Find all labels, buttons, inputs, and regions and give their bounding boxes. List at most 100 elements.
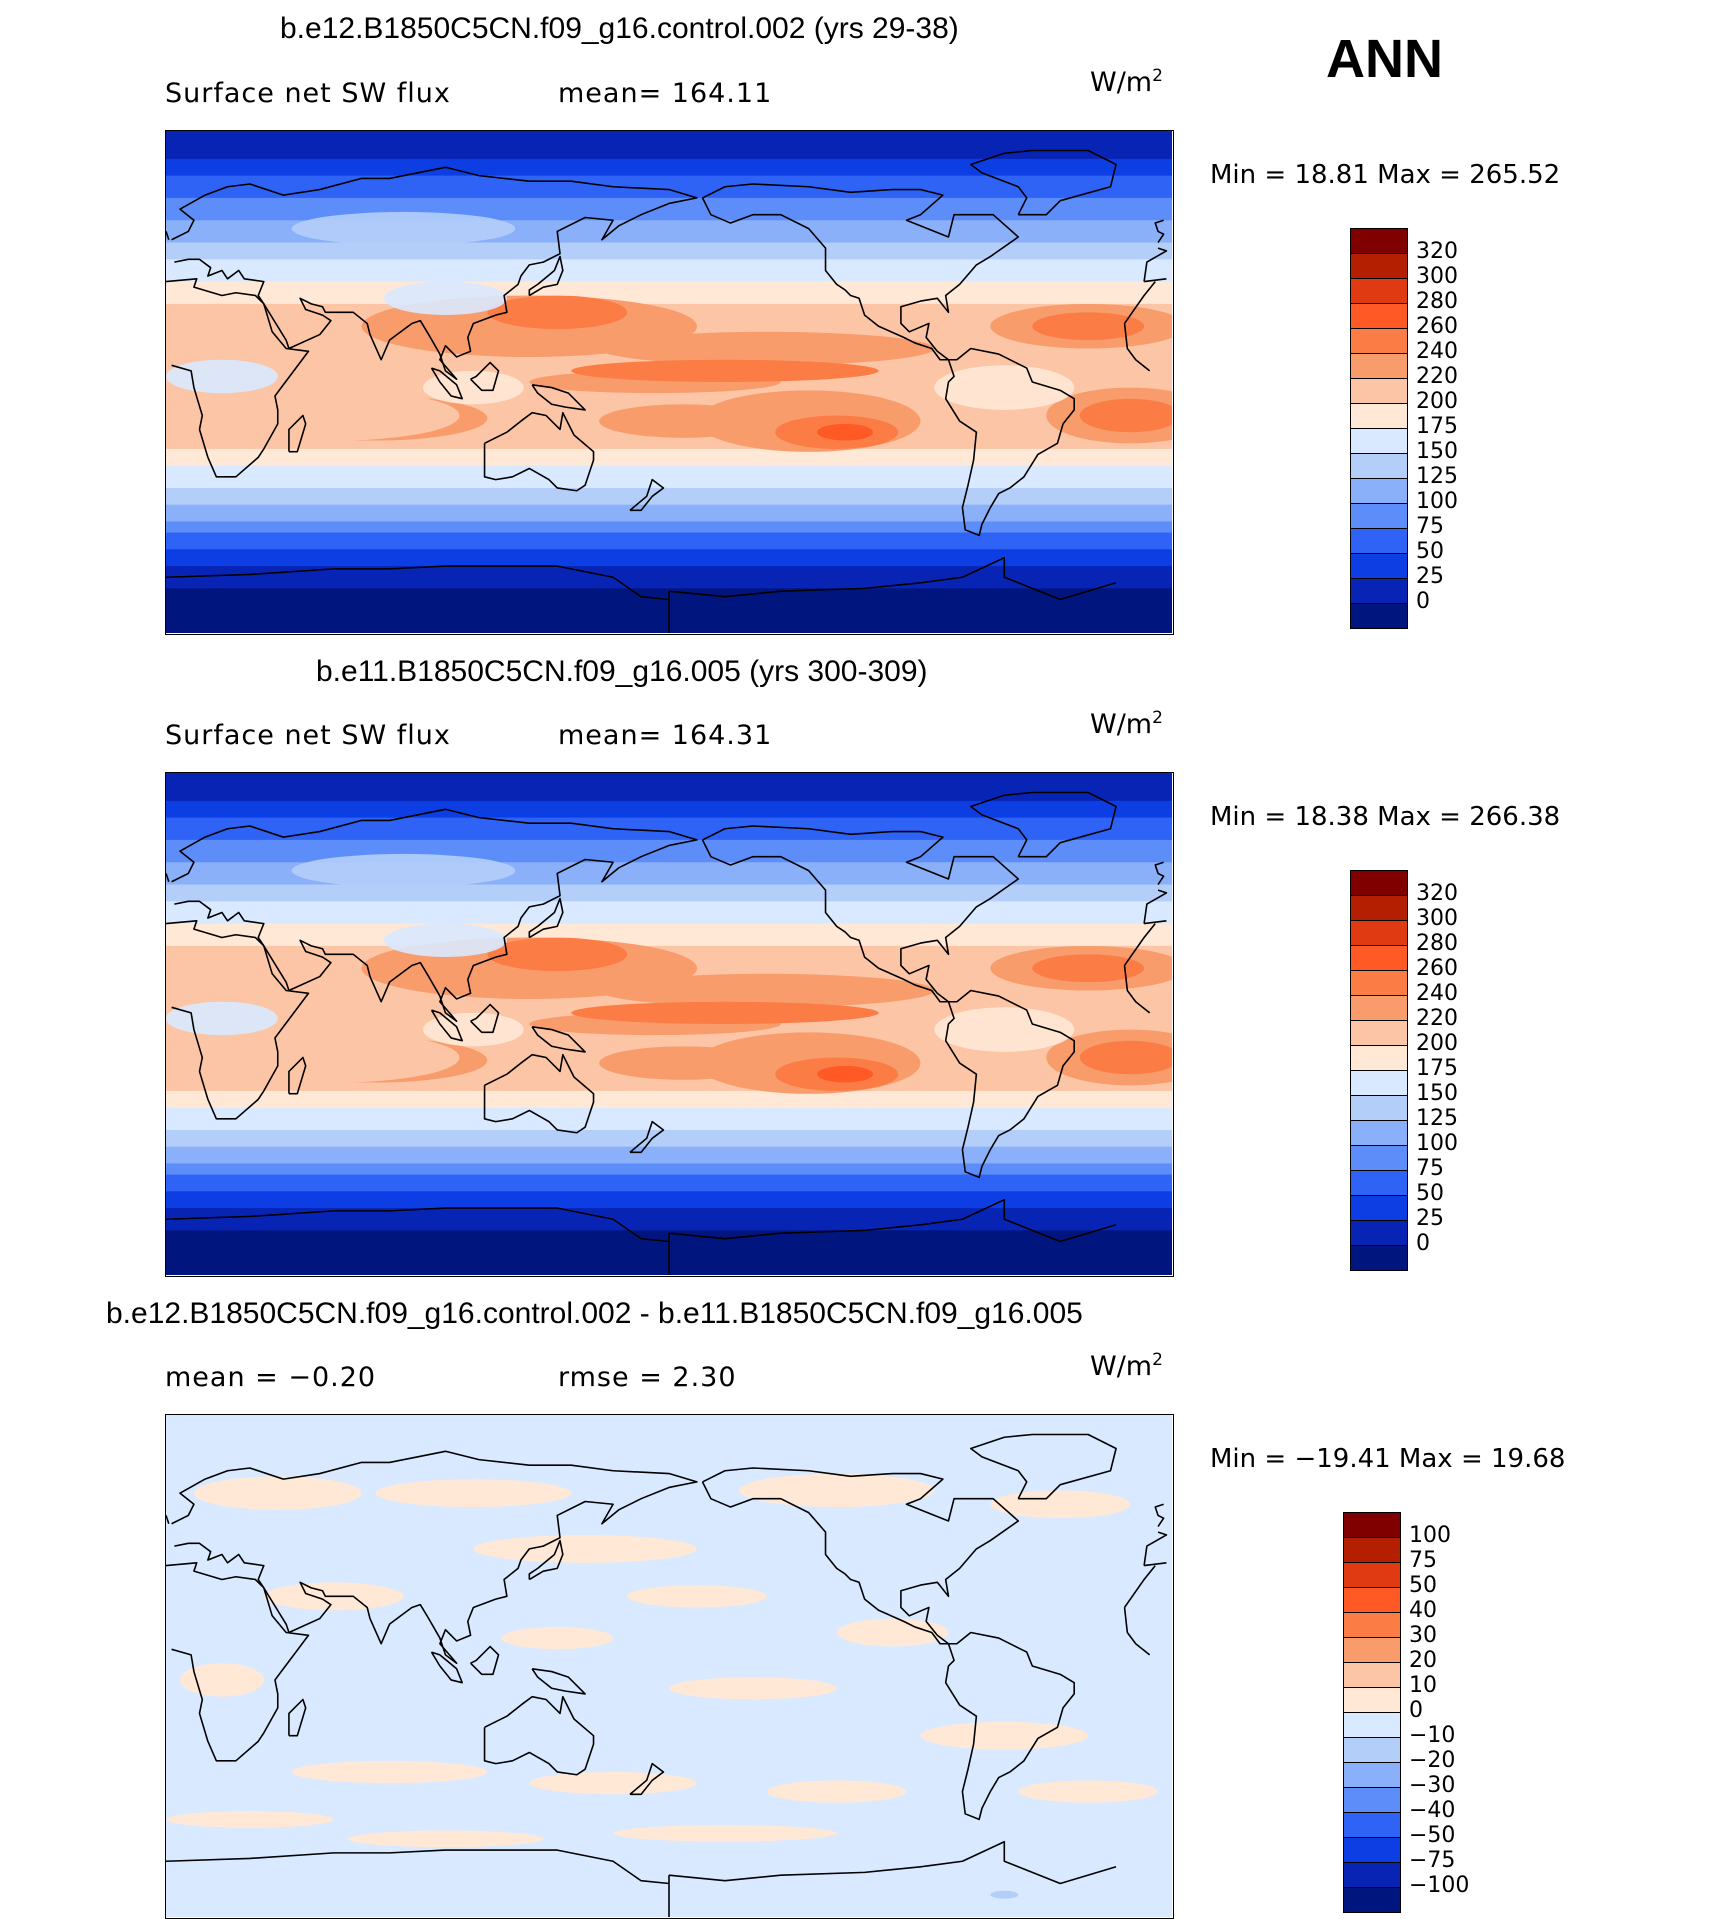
colorbar-tick-label: 10: [1409, 1673, 1437, 1698]
flux-band: [166, 158, 1172, 177]
flux-minimum: [934, 365, 1075, 410]
coastline-australia: [483, 1053, 595, 1134]
colorbar-swatch: [1343, 1587, 1401, 1613]
colorbar-tick-label: 50: [1409, 1573, 1437, 1598]
colorbar-tick-label: 50: [1416, 539, 1444, 564]
flux-band: [166, 487, 1172, 506]
coastline-nz: [629, 1120, 665, 1154]
colorbar-tick-label: 220: [1416, 364, 1458, 389]
diff-positive-area: [529, 1771, 697, 1795]
colorbar-tick-label: 220: [1416, 1006, 1458, 1031]
coastline-eurasia: [171, 166, 1168, 381]
map-diff: [165, 1414, 1174, 1919]
colorbar-tick-label: 300: [1416, 264, 1458, 289]
colorbar-swatch: [1343, 1712, 1401, 1738]
colorbar-swatch: [1350, 403, 1408, 429]
colorbar: [1343, 1512, 1401, 1913]
colorbar-swatch: [1343, 1787, 1401, 1813]
diff-positive-area: [501, 1626, 614, 1650]
colorbar-swatch: [1350, 528, 1408, 554]
colorbar-swatch: [1350, 945, 1408, 971]
colorbar-swatch: [1350, 303, 1408, 329]
coastline-namerica: [701, 1467, 1020, 1645]
colorbar-swatch: [1343, 1887, 1401, 1913]
flux-maximum: [487, 295, 628, 330]
panel-title: b.e11.B1850C5CN.f09_g16.005 (yrs 300-309…: [316, 655, 928, 688]
diff-positive-area: [347, 1830, 544, 1848]
colorbar-swatch: [1350, 1095, 1408, 1121]
flux-band: [166, 131, 1172, 160]
units-base: W/m: [1090, 67, 1153, 98]
colorbar-swatch: [1343, 1687, 1401, 1713]
colorbar-tick-label: 280: [1416, 289, 1458, 314]
colorbar-swatch: [1350, 920, 1408, 946]
colorbar-swatch: [1350, 1120, 1408, 1146]
colorbar-swatch: [1350, 895, 1408, 921]
coastline-africa: [166, 1562, 1156, 1762]
season-label: ANN: [1326, 29, 1443, 89]
flux-band: [166, 504, 1172, 522]
colorbar-tick-label: 20: [1409, 1648, 1437, 1673]
colorbar-tick-label: −20: [1409, 1748, 1456, 1773]
coastline-africa: [166, 920, 1156, 1120]
colorbar-tick-label: 0: [1409, 1698, 1423, 1723]
colorbar-swatch: [1350, 603, 1408, 629]
colorbar-tick-label: 0: [1416, 589, 1430, 614]
flux-maximum: [817, 1065, 873, 1083]
flux-band: [166, 532, 1172, 550]
colorbar-swatch: [1350, 995, 1408, 1021]
flux-band: [166, 800, 1172, 819]
coastline-africa: [166, 278, 1156, 478]
flux-band: [166, 242, 1172, 260]
diff-negative-area: [990, 1890, 1019, 1899]
colorbar-tick-label: 75: [1416, 1156, 1444, 1181]
diff-positive-area: [766, 1780, 907, 1803]
units-label: W/m2: [1090, 66, 1163, 98]
panel-title: b.e12.B1850C5CN.f09_g16.control.002 - b.…: [106, 1297, 1083, 1330]
coastline-greenland: [970, 149, 1117, 216]
flux-maximum: [487, 937, 628, 972]
flux-band: [166, 259, 1172, 283]
colorbar-tick-label: 100: [1416, 489, 1458, 514]
flux-band: [166, 901, 1172, 925]
flux-band: [166, 1163, 1172, 1176]
diff-positive-area: [375, 1479, 572, 1508]
colorbar-swatch: [1350, 278, 1408, 304]
coastline-namerica: [701, 183, 1020, 361]
coastline-samerica: [944, 989, 1075, 1179]
colorbar-swatch: [1343, 1737, 1401, 1763]
coastline-eurasia: [171, 808, 1168, 1023]
colorbar-tick-label: −100: [1409, 1873, 1470, 1898]
coastline-japan: [528, 897, 564, 939]
flux-band: [166, 448, 1172, 467]
coastline-britain: [166, 219, 1165, 243]
diff-positive-area: [613, 1824, 837, 1842]
coastline-britain: [166, 861, 1165, 885]
flux-band: [166, 773, 1172, 802]
colorbar-swatch: [1350, 578, 1408, 604]
diff-positive-area: [180, 1663, 264, 1697]
colorbar-swatch: [1350, 1045, 1408, 1071]
coastline-britain: [166, 1503, 1165, 1527]
colorbar-swatch: [1350, 253, 1408, 279]
flux-minimum: [166, 1001, 278, 1036]
colorbar-swatch: [1350, 1220, 1408, 1246]
panel-mean-label: mean= 164.31: [558, 720, 773, 751]
colorbar-tick-label: −50: [1409, 1823, 1456, 1848]
diff-positive-area: [836, 1618, 949, 1647]
coastline-greenland: [970, 791, 1117, 858]
colorbar-tick-label: 75: [1409, 1548, 1437, 1573]
colorbar-tick-label: 75: [1416, 514, 1444, 539]
colorbar-swatch: [1343, 1862, 1401, 1888]
flux-minimum: [291, 853, 516, 888]
colorbar-swatch: [1350, 1145, 1408, 1171]
flux-minimum: [423, 370, 524, 405]
flux-minimum: [291, 211, 516, 246]
flux-maximum: [1032, 312, 1145, 341]
colorbar-tick-label: 200: [1416, 389, 1458, 414]
colorbar-tick-label: −75: [1409, 1848, 1456, 1873]
map-abs: [165, 772, 1174, 1277]
diff-positive-area: [627, 1585, 767, 1608]
colorbar-tick-label: 240: [1416, 981, 1458, 1006]
coastline-newguinea: [531, 1667, 586, 1695]
